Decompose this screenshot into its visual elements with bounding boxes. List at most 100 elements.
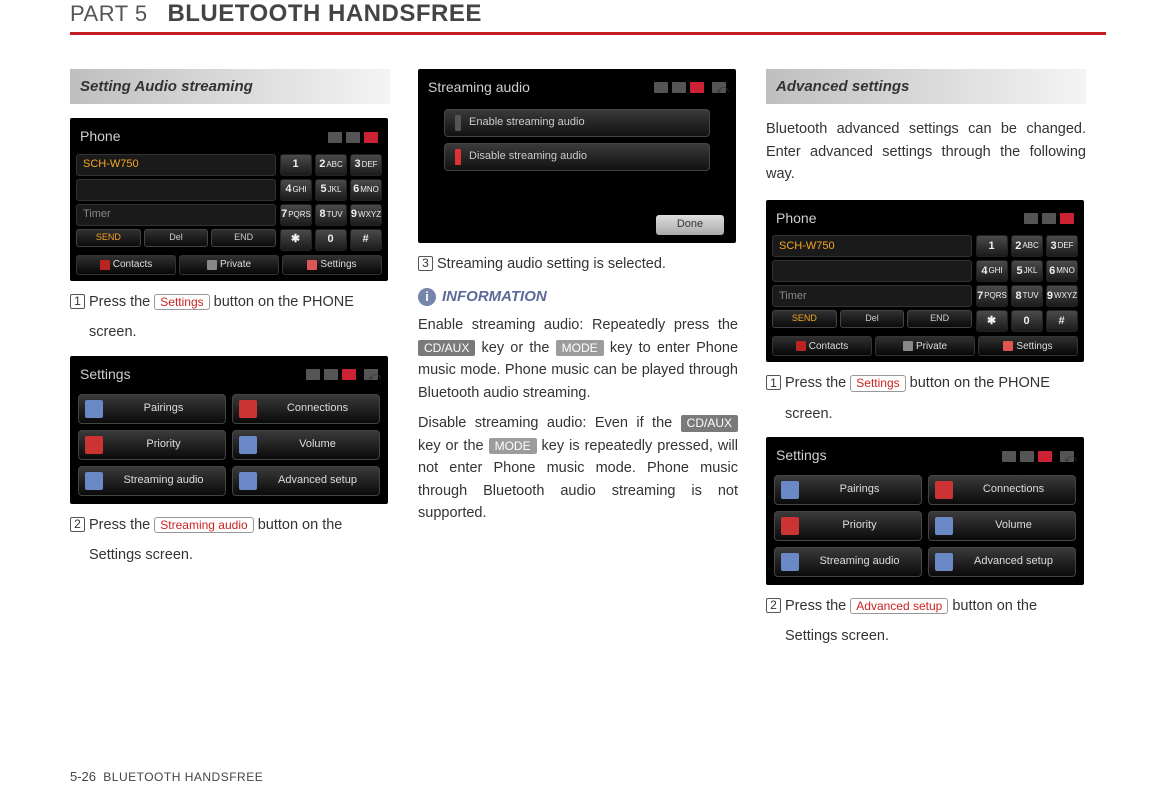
- send-button[interactable]: SEND: [772, 310, 837, 328]
- info-icon: i: [418, 288, 436, 306]
- pairings-button[interactable]: Pairings: [774, 475, 922, 505]
- screenshot-phone-2: Phone SCH-W750 Timer SEND Del END 1 2ABC: [766, 200, 1084, 363]
- status-icons: [1002, 451, 1074, 462]
- information-heading: i INFORMATION: [418, 285, 738, 308]
- key-3[interactable]: 3DEF: [1046, 235, 1078, 257]
- step-1-icon: 1: [70, 294, 85, 309]
- status-icons: [328, 132, 378, 143]
- step-2-icon: 2: [70, 517, 85, 532]
- back-icon[interactable]: [364, 369, 378, 380]
- advanced-setup-button[interactable]: Advanced setup: [232, 466, 380, 496]
- back-icon[interactable]: [1060, 451, 1074, 462]
- del-button[interactable]: Del: [840, 310, 905, 328]
- key-1[interactable]: 1: [280, 154, 312, 176]
- keypad: 1 2ABC 3DEF 4GHI 5JKL 6MNO 7PQRS 8TUV 9W…: [280, 154, 382, 251]
- advanced-setup-key-label: Advanced setup: [850, 598, 948, 614]
- volume-button[interactable]: Volume: [928, 511, 1076, 541]
- key-5[interactable]: 5JKL: [1011, 260, 1043, 282]
- section-title-audio-streaming: Setting Audio streaming: [70, 69, 390, 104]
- advanced-intro: Bluetooth advanced settings can be chang…: [766, 118, 1086, 185]
- end-button[interactable]: END: [907, 310, 972, 328]
- step-3-text: Streaming audio setting is selected.: [437, 253, 738, 275]
- page-title: BLUETOOTH HANDSFREE: [167, 0, 481, 27]
- timer-field: Timer: [772, 285, 972, 307]
- key-star[interactable]: ✱: [976, 310, 1008, 332]
- key-2[interactable]: 2ABC: [315, 154, 347, 176]
- advanced-setup-button[interactable]: Advanced setup: [928, 547, 1076, 577]
- step-1-cont: screen.: [766, 403, 1086, 425]
- step-1-icon: 1: [766, 375, 781, 390]
- back-icon[interactable]: [712, 82, 726, 93]
- enable-streaming-option[interactable]: Enable streaming audio: [444, 109, 710, 137]
- step-1-text: Press the Settings button on the PHONE: [785, 372, 1086, 394]
- ss-settings-title: Settings: [776, 445, 827, 467]
- key-9[interactable]: 9WXYZ: [350, 204, 382, 226]
- private-button[interactable]: Private: [875, 336, 975, 356]
- disable-streaming-option[interactable]: Disable streaming audio: [444, 143, 710, 171]
- step-2-cont: Settings screen.: [70, 544, 390, 566]
- step-2-text: Press the Streaming audio button on the: [89, 514, 390, 536]
- done-button[interactable]: Done: [656, 215, 724, 235]
- section-title-advanced: Advanced settings: [766, 69, 1086, 104]
- key-4[interactable]: 4GHI: [976, 260, 1008, 282]
- key-hash[interactable]: #: [350, 229, 382, 251]
- settings-button[interactable]: Settings: [282, 255, 382, 275]
- column-1: Setting Audio streaming Phone SCH-W750 T…: [70, 69, 390, 656]
- key-2[interactable]: 2ABC: [1011, 235, 1043, 257]
- private-button[interactable]: Private: [179, 255, 279, 275]
- screenshot-streaming: Streaming audio Enable streaming audio D…: [418, 69, 736, 243]
- timer-field: Timer: [76, 204, 276, 226]
- ss-settings-title: Settings: [80, 364, 131, 386]
- streaming-audio-button[interactable]: Streaming audio: [774, 547, 922, 577]
- info-paragraph-2: Disable streaming audio: Even if the CD/…: [418, 412, 738, 524]
- key-6[interactable]: 6MNO: [350, 179, 382, 201]
- ss-streaming-title: Streaming audio: [428, 77, 530, 99]
- contacts-button[interactable]: Contacts: [76, 255, 176, 275]
- status-icons: [1024, 213, 1074, 224]
- connections-button[interactable]: Connections: [928, 475, 1076, 505]
- key-hash[interactable]: #: [1046, 310, 1078, 332]
- key-0[interactable]: 0: [1011, 310, 1043, 332]
- status-icons: [654, 82, 726, 93]
- end-button[interactable]: END: [211, 229, 276, 247]
- key-6[interactable]: 6MNO: [1046, 260, 1078, 282]
- screenshot-settings: Settings Pairings Connections Priority V…: [70, 356, 388, 504]
- header-divider: [70, 32, 1106, 35]
- step-1-text: Press the Settings button on the PHONE: [89, 291, 390, 313]
- mode-key-label: MODE: [489, 438, 537, 454]
- step-1-cont: screen.: [70, 321, 390, 343]
- key-7[interactable]: 7PQRS: [280, 204, 312, 226]
- ss-phone-title: Phone: [776, 208, 816, 230]
- info-paragraph-1: Enable streaming audio: Repeatedly press…: [418, 314, 738, 404]
- cdaux-key-label: CD/AUX: [681, 415, 738, 431]
- key-4[interactable]: 4GHI: [280, 179, 312, 201]
- key-5[interactable]: 5JKL: [315, 179, 347, 201]
- key-8[interactable]: 8TUV: [1011, 285, 1043, 307]
- pairings-button[interactable]: Pairings: [78, 394, 226, 424]
- device-field: SCH-W750: [772, 235, 972, 257]
- key-0[interactable]: 0: [315, 229, 347, 251]
- contacts-button[interactable]: Contacts: [772, 336, 872, 356]
- device-field: SCH-W750: [76, 154, 276, 176]
- priority-button[interactable]: Priority: [78, 430, 226, 460]
- del-button[interactable]: Del: [144, 229, 209, 247]
- streaming-audio-key-label: Streaming audio: [154, 517, 253, 533]
- key-8[interactable]: 8TUV: [315, 204, 347, 226]
- key-7[interactable]: 7PQRS: [976, 285, 1008, 307]
- key-9[interactable]: 9WXYZ: [1046, 285, 1078, 307]
- settings-key-label: Settings: [154, 294, 209, 310]
- step-2-cont: Settings screen.: [766, 625, 1086, 647]
- settings-key-label: Settings: [850, 375, 905, 391]
- settings-button[interactable]: Settings: [978, 336, 1078, 356]
- volume-button[interactable]: Volume: [232, 430, 380, 460]
- key-star[interactable]: ✱: [280, 229, 312, 251]
- priority-button[interactable]: Priority: [774, 511, 922, 541]
- streaming-audio-button[interactable]: Streaming audio: [78, 466, 226, 496]
- key-1[interactable]: 1: [976, 235, 1008, 257]
- step-3-icon: 3: [418, 256, 433, 271]
- keypad: 1 2ABC 3DEF 4GHI 5JKL 6MNO 7PQRS 8TUV 9W…: [976, 235, 1078, 332]
- send-button[interactable]: SEND: [76, 229, 141, 247]
- step-2-icon: 2: [766, 598, 781, 613]
- key-3[interactable]: 3DEF: [350, 154, 382, 176]
- connections-button[interactable]: Connections: [232, 394, 380, 424]
